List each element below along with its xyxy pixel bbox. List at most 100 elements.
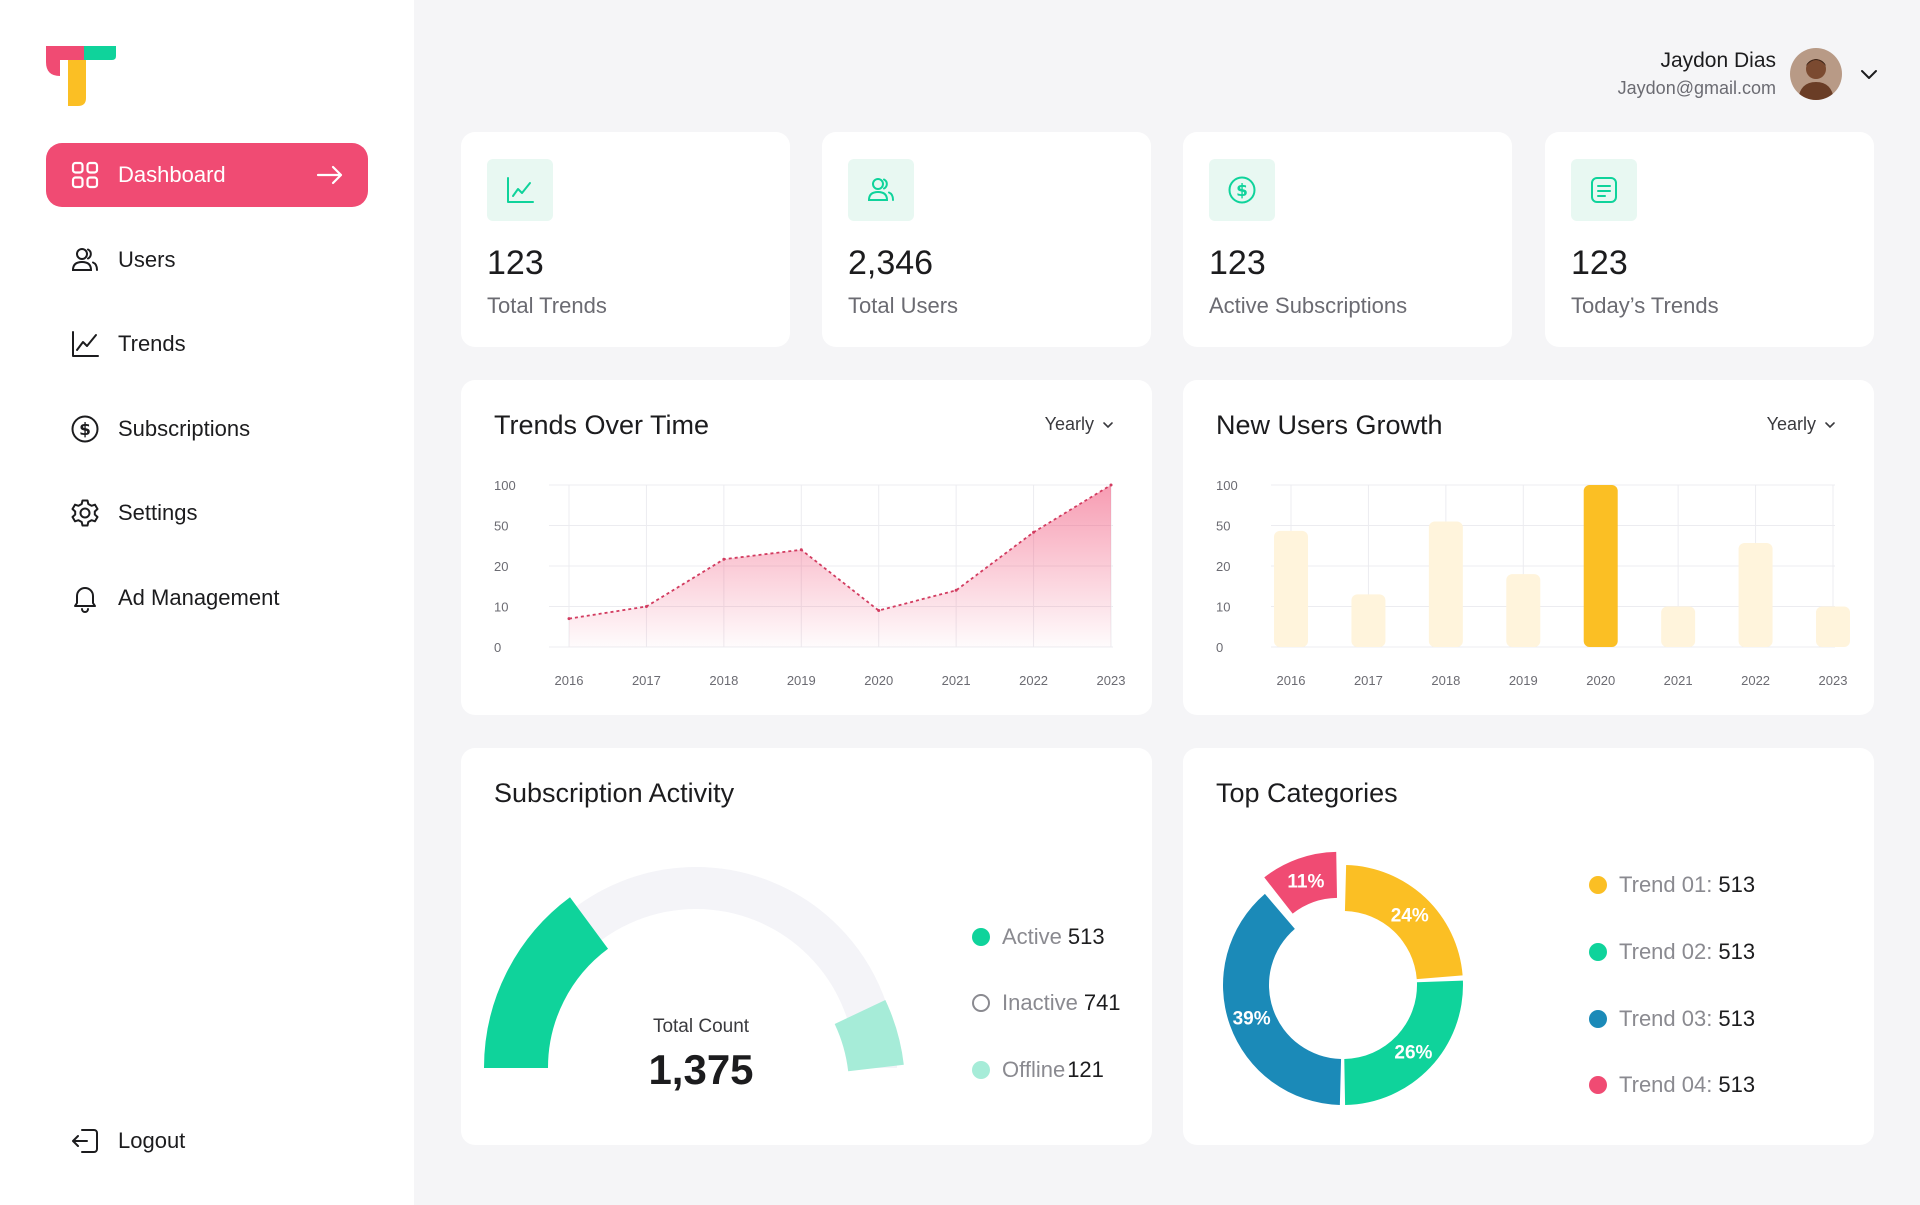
sidebar-item-label: Ad Management [118,584,280,610]
stat-label: Active Subscriptions [1209,293,1408,318]
sidebar-item-label: Dashboard [118,162,226,187]
note-icon [1571,159,1637,221]
legend-dot [1589,876,1607,894]
y-tick-label: 50 [494,519,508,534]
area-fill [569,485,1111,647]
data-point [1109,483,1113,487]
gear-icon [70,498,100,528]
brand-logo [46,46,116,106]
svg-text:$: $ [1236,181,1248,201]
period-label: Yearly [1766,414,1816,434]
sidebar-item-ad-management[interactable]: Ad Management [46,566,368,630]
stat-card-total-users: 2,346 Total Users [822,132,1151,347]
sidebar-item-trends[interactable]: Trends [46,312,368,376]
x-tick-label: 2020 [1586,673,1615,688]
x-tick-label: 2019 [787,673,816,688]
bar [1661,606,1696,647]
legend-name: Active [1002,924,1062,949]
legend-offline: Offline 121 [972,1057,1104,1083]
subscription-gauge: Total Count 1,375 [483,867,904,1093]
total-count-value: 1,375 [648,1046,753,1093]
subscription-activity-panel: Subscription Activity Total Count 1,375 … [461,748,1152,1145]
user-menu[interactable]: Jaydon Dias Jaydon@gmail.com [1618,48,1880,100]
legend-active: Active 513 [972,924,1105,950]
chevron-down-icon [1103,421,1113,428]
slice-percent-label: 24% [1391,906,1429,927]
top-categories-panel: Top Categories 24% 26% 39% 11% Trend 01: 51… [1183,748,1874,1145]
dollar-circle-icon: $ [70,414,100,444]
user-name: Jaydon Dias [1660,49,1776,72]
x-tick-label: 2023 [1819,673,1848,688]
y-tick-label: 10 [494,600,508,615]
y-tick-label: 20 [1216,559,1230,574]
legend-dot [1589,1076,1607,1094]
donut-slice [1344,865,1463,980]
sidebar-item-label: Subscriptions [118,415,251,441]
sidebar-item-subscriptions[interactable]: $ Subscriptions [46,397,368,461]
trends-over-time-panel: Trends Over Time Yearly 100 50 20 10 0 2016 20… [461,380,1152,715]
legend-dot [972,994,990,1012]
slice-percent-label: 26% [1394,1043,1432,1064]
sidebar-item-label: Trends [118,331,186,356]
dashboard-grid-icon [70,160,100,190]
period-label: Yearly [1044,414,1094,434]
bar [1816,606,1850,647]
sidebar-item-users[interactable]: Users [46,228,368,292]
logout-button[interactable]: Logout [46,1109,368,1173]
avatar[interactable] [1790,48,1842,100]
chevron-down-icon[interactable] [1858,63,1880,85]
bar [1506,574,1541,647]
bar [1274,530,1308,647]
legend-value: 513 [1067,924,1105,949]
data-point [954,588,958,592]
legend-value: 513 [1718,1006,1756,1031]
logout-area: Logout [46,1109,368,1173]
trend-line [568,484,1112,620]
x-tick-label: 2022 [1741,673,1770,688]
data-point [877,609,881,613]
stat-label: Today’s Trends [1571,293,1719,318]
x-tick-label: 2022 [1019,673,1048,688]
sidebar-item-dashboard[interactable]: Dashboard [46,143,368,207]
panel-title: Trends Over Time [494,410,710,440]
bell-icon [70,583,100,613]
user-info: Jaydon Dias Jaydon@gmail.com [1618,49,1776,99]
sidebar-item-settings[interactable]: Settings [46,481,368,545]
legend-name: Trend 04: [1619,1072,1713,1097]
x-tick-label: 2017 [632,673,661,688]
legend-dot [972,928,990,946]
categories-donut-chart: 24% 26% 39% 11% [1223,851,1463,1105]
x-tick-label: 2018 [1431,673,1460,688]
slice-percent-label: 39% [1233,1008,1271,1029]
data-point [567,617,571,621]
x-tick-label: 2016 [555,673,584,688]
new-users-growth-panel: New Users Growth Yearly 100 50 20 10 0 2016 20… [1183,380,1874,715]
period-dropdown[interactable]: Yearly [1045,414,1114,435]
y-tick-label: 10 [1216,600,1230,615]
svg-text:$: $ [79,420,91,440]
legend-value: 513 [1718,1072,1756,1097]
total-count-label: Total Count [653,1016,750,1037]
legend-name: Trend 02: [1619,939,1713,964]
arrow-right-icon [316,161,344,189]
legend-dot [1589,943,1607,961]
bar [1351,594,1386,647]
legend-inactive: Inactive 741 [972,990,1121,1016]
dollar-circle-icon: $ [1209,159,1275,221]
logout-label: Logout [118,1128,186,1153]
period-dropdown[interactable]: Yearly [1767,414,1836,435]
stat-value: 123 [1209,244,1266,282]
sidebar: Dashboard Users Trends [0,0,414,1205]
panel-title: Top Categories [1216,778,1398,808]
sidebar-nav: Dashboard Users Trends [46,143,368,650]
y-tick-label: 100 [1216,478,1238,493]
slice-percent-label: 11% [1287,871,1324,892]
x-tick-label: 2023 [1097,673,1126,688]
stat-value: 123 [487,244,544,282]
donut-slice [1344,980,1463,1105]
data-point [644,605,648,608]
x-tick-label: 2021 [1664,673,1693,688]
legend-name: Inactive [1002,990,1078,1015]
legend-name: Trend 03: [1619,1006,1713,1031]
